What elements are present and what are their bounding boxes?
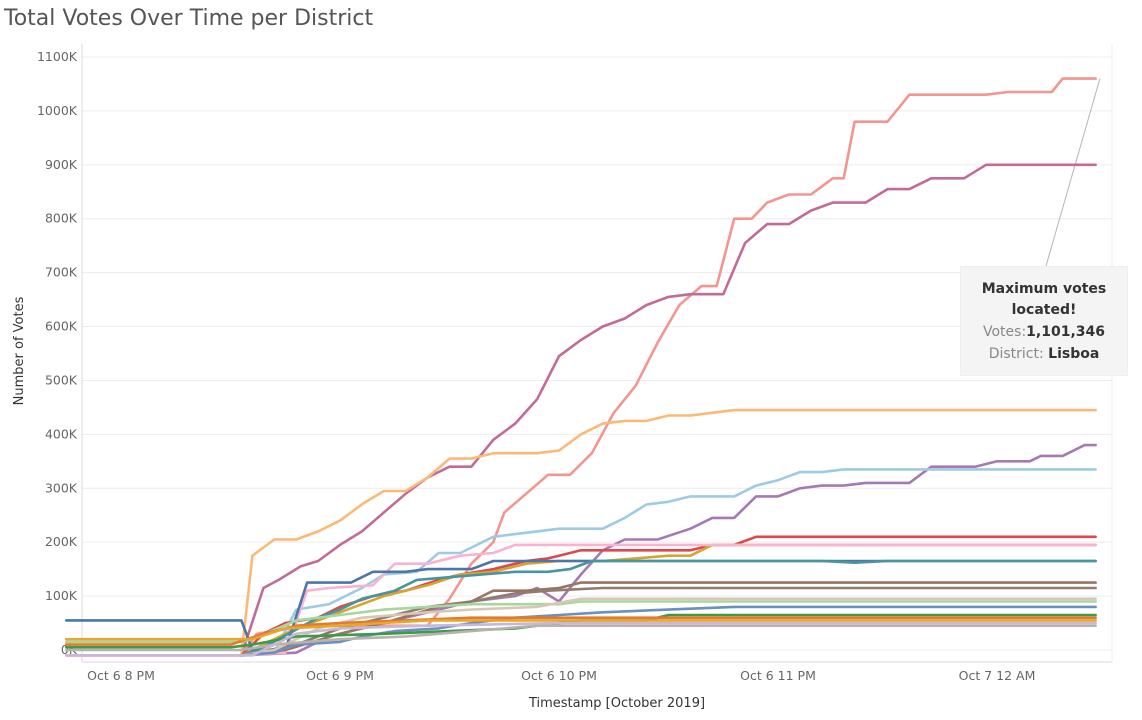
series-line-8 [240,543,1097,657]
max-votes-tooltip: Maximum votes located! Votes:1,101,346 D… [960,266,1128,376]
annotation-line [1045,78,1101,267]
series-line-10 [240,559,1097,657]
y-tick-label: 100K [45,588,78,603]
annotation [1045,78,1101,267]
x-tick-label: Oct 6 8 PM [87,668,155,683]
chart-title: Total Votes Over Time per District [4,6,374,31]
y-tick-label: 500K [45,372,78,387]
tooltip-votes-label: Votes: [983,324,1027,340]
tooltip-district-value: Lisboa [1048,346,1100,362]
tooltip-votes-value: 1,101,346 [1026,324,1105,340]
gridlines [82,56,1112,651]
x-axis-label: Timestamp [October 2019] [528,696,705,711]
x-tick-label: Oct 6 9 PM [306,668,374,683]
y-tick-label: 900K [45,157,78,172]
tooltip-district-label: District: [988,346,1044,362]
series-line-2 [240,163,1097,657]
y-tick-label: 200K [45,534,78,549]
y-tick-label: 400K [45,426,78,441]
y-tick-label: 600K [45,319,78,334]
y-tick-label: 800K [45,211,78,226]
series-lines [65,77,1097,657]
series-line-18 [65,619,1097,641]
tooltip-heading: Maximum votes located! [981,281,1107,318]
series-line-19 [65,624,1097,652]
axes: 0K100K200K300K400K500K600K700K800K900K10… [37,44,1113,683]
y-tick-label: 300K [45,480,78,495]
x-tick-label: Oct 6 11 PM [740,668,816,683]
y-tick-label: 1100K [37,49,78,64]
tooltip-district-row: District: Lisboa [961,343,1127,365]
series-line-3 [240,408,1097,657]
y-tick-label: 1000K [37,103,78,118]
x-tick-label: Oct 7 12 AM [959,668,1036,683]
y-tick-label: 700K [45,265,78,280]
series-line-20 [65,621,1097,657]
x-tick-label: Oct 6 10 PM [521,668,597,683]
tooltip-votes-row: Votes:1,101,346 [961,321,1127,343]
series-line-5 [240,468,1097,657]
y-axis-label: Number of Votes [12,296,27,405]
